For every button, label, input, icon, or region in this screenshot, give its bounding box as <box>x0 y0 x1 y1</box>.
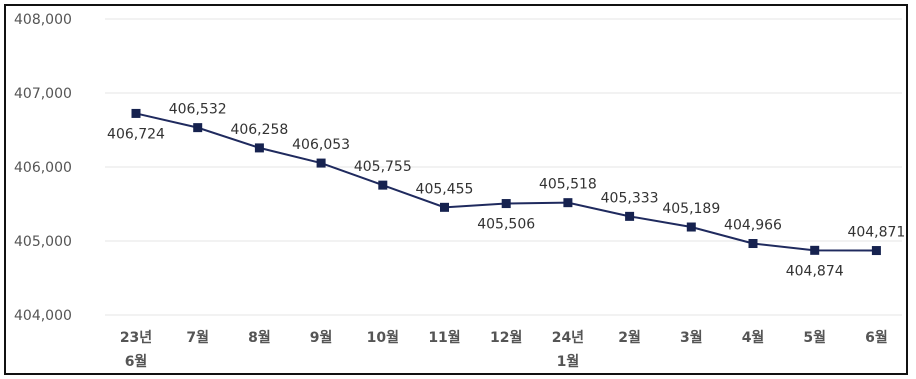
x-tick-label: 1월 <box>557 353 580 370</box>
data-label: 406,053 <box>292 137 350 153</box>
x-tick-label: 6월 <box>125 353 148 370</box>
x-tick-label: 7월 <box>186 329 209 346</box>
data-point <box>501 199 511 209</box>
data-label: 405,506 <box>477 217 535 233</box>
data-label: 405,455 <box>416 181 474 197</box>
data-point <box>316 158 326 168</box>
data-label: 405,518 <box>539 177 597 193</box>
data-label: 405,189 <box>662 201 720 217</box>
data-point <box>378 180 388 190</box>
y-tick-label: 408,000 <box>14 12 72 28</box>
y-tick-label: 406,000 <box>14 160 72 176</box>
x-tick-label: 2월 <box>618 329 641 346</box>
x-tick-label: 12월 <box>490 329 522 346</box>
data-point <box>748 239 758 249</box>
x-tick-label: 4월 <box>742 329 765 346</box>
data-label: 405,755 <box>354 159 412 175</box>
data-label: 405,333 <box>601 190 659 206</box>
data-label: 406,532 <box>169 102 227 118</box>
data-label: 404,871 <box>847 225 905 241</box>
x-tick-label: 24년 <box>552 330 584 346</box>
y-tick-label: 404,000 <box>14 308 72 324</box>
data-point <box>625 211 635 221</box>
x-tick-label: 8월 <box>248 329 271 346</box>
data-point <box>131 108 141 118</box>
x-tick-label: 23년 <box>120 330 152 346</box>
x-tick-label: 3월 <box>680 329 703 346</box>
data-point <box>193 123 203 133</box>
data-point <box>686 222 696 232</box>
y-tick-label: 407,000 <box>14 86 72 102</box>
x-tick-label: 11월 <box>428 329 460 346</box>
x-tick-label: 5월 <box>803 329 826 346</box>
data-point <box>810 245 820 255</box>
data-label: 406,724 <box>107 126 165 142</box>
data-point <box>254 143 264 153</box>
x-tick-label: 9월 <box>310 329 333 346</box>
data-label: 406,258 <box>230 122 288 138</box>
y-tick-label: 405,000 <box>14 234 72 250</box>
x-tick-label: 10월 <box>367 329 399 346</box>
data-label: 404,874 <box>786 263 844 279</box>
data-point <box>440 202 449 212</box>
chart-frame <box>4 4 908 375</box>
data-label: 404,966 <box>724 218 782 234</box>
x-tick-label: 6월 <box>865 329 888 346</box>
data-point <box>871 246 881 256</box>
data-point <box>563 198 573 208</box>
